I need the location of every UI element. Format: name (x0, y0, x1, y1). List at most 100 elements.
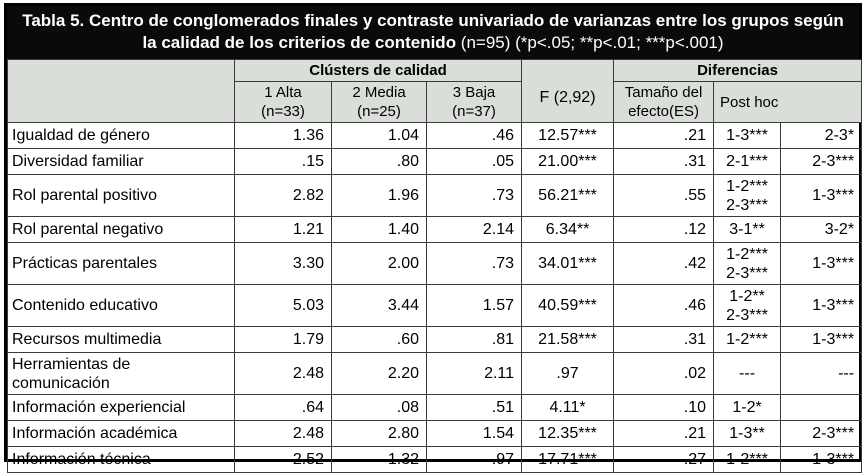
cell-alta: .15 (234, 148, 332, 175)
cell-label: Prácticas parentales (7, 242, 235, 285)
header-row-groups: Clústers de calidad F (2,92) Diferencias (7, 59, 863, 123)
cell-label: Contenido educativo (7, 284, 235, 327)
header-clusters-group: Clústers de calidad (233, 59, 523, 82)
cell-es: .12 (613, 216, 715, 243)
table-row: Prácticas parentales 3.30 2.00 .73 34.01… (7, 242, 863, 285)
cell-posthoc-a: 3-1** (713, 216, 782, 243)
cell-posthoc-b: 1-3*** (780, 174, 863, 217)
cell-alta: 2.52 (234, 446, 332, 473)
cell-baja: 1.57 (425, 284, 523, 327)
cell-posthoc-b: 3-2* (780, 216, 863, 243)
cell-f: 21.58*** (521, 326, 615, 353)
cell-alta: 2.82 (234, 174, 332, 217)
cell-es: .27 (613, 446, 715, 473)
table-row: Igualdad de género 1.36 1.04 .46 12.57**… (7, 122, 863, 149)
cell-posthoc-b: 2-3*** (780, 420, 863, 447)
cell-label: Rol parental negativo (7, 216, 235, 243)
cell-posthoc-b: 1-3*** (780, 446, 863, 473)
header-label-cell (7, 59, 235, 123)
cell-posthoc-a: 1-2*** (713, 446, 782, 473)
cell-media: 2.20 (331, 352, 427, 395)
cell-posthoc-a: 2-1*** (713, 148, 782, 175)
cell-baja: .51 (425, 394, 523, 421)
cell-posthoc-b: --- (780, 352, 863, 395)
cell-baja: .73 (425, 242, 523, 285)
cell-alta: 1.79 (234, 326, 332, 353)
cell-baja: 2.14 (425, 216, 523, 243)
cell-label: Diversidad familiar (7, 148, 235, 175)
cell-posthoc-a: --- (713, 352, 782, 395)
cell-baja: .73 (425, 174, 523, 217)
cell-es: .10 (613, 394, 715, 421)
header-effect-size: Tamaño del efecto(ES) (613, 81, 715, 123)
cell-label: Recursos multimedia (7, 326, 235, 353)
cell-f: 40.59*** (521, 284, 615, 327)
cell-media: .60 (331, 326, 427, 353)
cell-alta: 2.48 (234, 420, 332, 447)
cell-es: .21 (613, 122, 715, 149)
cell-label: Información técnica (7, 446, 235, 473)
cell-baja: 1.54 (425, 420, 523, 447)
table-row: Información técnica 2.52 1.32 .97 17.71*… (7, 446, 863, 473)
cell-es: .31 (613, 148, 715, 175)
cell-posthoc-b: 2-3* (780, 122, 863, 149)
cell-f: 17.71*** (521, 446, 615, 473)
cell-posthoc-a: 1-2** 2-3*** (713, 284, 782, 327)
cell-baja: .46 (425, 122, 523, 149)
header-f-statistic: F (2,92) (521, 59, 615, 123)
cell-media: 1.40 (331, 216, 427, 243)
cell-es: .55 (613, 174, 715, 217)
cell-f: .97 (521, 352, 615, 395)
cell-media: 1.96 (331, 174, 427, 217)
cell-f: 4.11* (521, 394, 615, 421)
title-line2-bold: la calidad de los criterios de contenido (142, 33, 457, 52)
cell-alta: 3.30 (234, 242, 332, 285)
cell-es: .21 (613, 420, 715, 447)
cell-media: 3.44 (331, 284, 427, 327)
cell-posthoc-b (780, 394, 863, 421)
cell-posthoc-a: 1-2*** (713, 326, 782, 353)
cell-alta: 5.03 (234, 284, 332, 327)
cell-posthoc-a: 1-2*** 2-3*** (713, 174, 782, 217)
cell-f: 6.34** (521, 216, 615, 243)
cell-label: Información experiencial (7, 394, 235, 421)
cell-baja: .05 (425, 148, 523, 175)
table-title: Tabla 5. Centro de conglomerados finales… (7, 6, 859, 59)
title-significance-note: (n=95) (*p<.05; **p<.01; ***p<.001) (456, 33, 724, 52)
header-cluster-baja: 3 Baja (n=37) (425, 81, 523, 123)
table-row: Diversidad familiar .15 .80 .05 21.00***… (7, 148, 863, 175)
table-frame: Tabla 5. Centro de conglomerados finales… (4, 3, 863, 473)
header-cluster-media: 2 Media (n=25) (331, 81, 427, 123)
cell-posthoc-b: 1-3*** (780, 284, 863, 327)
cell-alta: 2.48 (234, 352, 332, 395)
cell-es: .02 (613, 352, 715, 395)
table-row: Contenido educativo 5.03 3.44 1.57 40.59… (7, 284, 863, 327)
table-row: Rol parental negativo 1.21 1.40 2.14 6.3… (7, 216, 863, 243)
cell-posthoc-b: 1-3*** (780, 326, 863, 353)
cell-posthoc-a: 1-2*** 2-3*** (713, 242, 782, 285)
cell-media: .08 (331, 394, 427, 421)
cell-media: 2.00 (331, 242, 427, 285)
table-row: Recursos multimedia 1.79 .60 .81 21.58**… (7, 326, 863, 353)
cell-posthoc-a: 1-2* (713, 394, 782, 421)
cell-f: 21.00*** (521, 148, 615, 175)
cell-label: Rol parental positivo (7, 174, 235, 217)
header-post-hoc: Post hoc (713, 81, 863, 123)
cell-es: .31 (613, 326, 715, 353)
cell-baja: 2.11 (425, 352, 523, 395)
results-table: Clústers de calidad F (2,92) Diferencias… (7, 59, 863, 473)
cell-es: .46 (613, 284, 715, 327)
table-row: Información académica 2.48 2.80 1.54 12.… (7, 420, 863, 447)
cell-f: 12.35*** (521, 420, 615, 447)
cell-media: 1.32 (331, 446, 427, 473)
cell-posthoc-b: 1-3*** (780, 242, 863, 285)
cell-f: 12.57*** (521, 122, 615, 149)
cell-media: 2.80 (331, 420, 427, 447)
cell-label: Igualdad de género (7, 122, 235, 149)
table-row: Rol parental positivo 2.82 1.96 .73 56.2… (7, 174, 863, 217)
cell-baja: .81 (425, 326, 523, 353)
cell-alta: 1.36 (234, 122, 332, 149)
cell-posthoc-b: 2-3*** (780, 148, 863, 175)
cell-media: 1.04 (331, 122, 427, 149)
cell-label: Información académica (7, 420, 235, 447)
